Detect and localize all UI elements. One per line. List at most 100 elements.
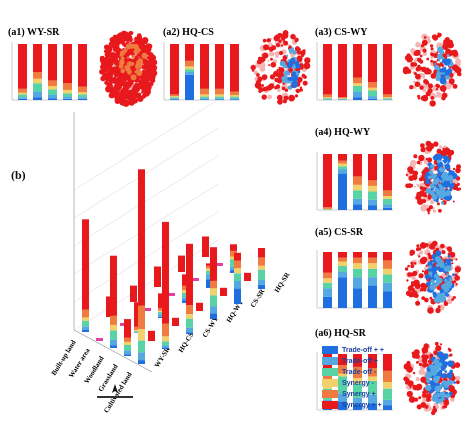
bar-segment [338,173,347,210]
bar-segment [323,296,332,308]
bar-segment [82,320,89,327]
bar-segment [33,91,42,98]
bar-segment [138,169,145,306]
bar-segment [230,259,237,267]
map-patch [447,255,451,258]
bar-segment [170,94,179,97]
map-patch [421,270,425,273]
map-patch [452,170,455,174]
map-patch [270,62,277,68]
map-patch [455,283,458,286]
bar-segment [353,263,362,269]
bar-segment [48,86,57,90]
bar-segment [368,285,377,308]
bar-segment [148,330,155,342]
bar-marker [168,293,175,296]
map-patch [416,244,420,248]
bar-segment [383,370,392,382]
map-patch [282,77,288,84]
map-patch [435,83,440,88]
map-patch [283,99,286,102]
bar-segment [383,388,392,400]
bar-segment [368,354,377,368]
map-patch [138,49,141,52]
bar-segment [63,89,72,94]
legend-label: Synergy + [342,390,376,398]
map-patch [278,50,284,56]
map-patch [407,380,414,387]
map-patch [455,362,458,365]
legend-swatch [322,346,338,354]
bar-segment [210,281,217,289]
bar-segment [78,94,87,98]
map-patch [281,36,286,41]
map-patch [419,257,427,265]
bar-segment [82,317,89,321]
map-patch [270,37,273,40]
map-patch [437,368,441,372]
map-patch [430,73,437,79]
bar-segment [338,166,347,170]
legend-item: Trade-off - [322,367,384,377]
bar-segment [78,44,87,87]
map-patch [256,59,262,65]
map-patch [446,273,449,276]
map-patch [283,95,289,101]
map-patch [421,199,427,204]
bar-segment [182,290,189,293]
legend-swatch [322,379,338,387]
bar-segment [82,219,89,310]
map-patch [281,44,284,47]
map-patch [413,262,417,265]
bar-segment [220,287,227,296]
map-patch [446,84,452,90]
bar-segment [338,160,347,164]
map-patch [267,94,273,100]
map-patch [133,98,138,104]
bar-marker [192,278,199,281]
bar-segment [182,293,189,298]
map-patch [105,45,113,53]
map-patch [424,170,427,173]
map-patch [435,361,438,364]
map-patch [295,88,301,94]
bar-segment [368,82,377,88]
map-patch [432,285,436,289]
bar-segment [130,285,137,302]
bar-segment [338,257,347,262]
bar-segment [230,96,239,99]
map-patch [134,92,138,97]
map-patch [416,404,422,410]
map-patch [442,164,445,167]
bar-segment [383,44,392,95]
map-patch [150,64,158,72]
map-patch [112,43,120,50]
map-patch [421,66,427,73]
bar-segment [178,255,185,272]
map-patch [418,396,422,400]
bar-segment [338,277,347,308]
bar-segment [182,300,189,303]
bar-segment [353,83,362,86]
map-patch [425,371,433,379]
bar-segment [230,91,239,95]
map-patch [427,88,433,94]
map-patch [425,140,432,147]
map-patch [105,75,110,79]
bar-marker [216,263,223,266]
map-patch [432,407,438,413]
bar-segment [230,256,237,260]
map-patch [418,255,421,258]
bar-segment [215,98,224,100]
map-patch [452,296,456,299]
bar-segment [33,78,42,84]
bar-segment [200,98,209,100]
map-patch [283,71,288,77]
map-patch [408,396,416,403]
map-patch [430,47,434,51]
bar-segment [82,329,89,332]
map-patch [405,173,408,177]
map-patch [411,174,418,181]
map-patch [430,367,437,374]
bar-segment [368,403,377,410]
